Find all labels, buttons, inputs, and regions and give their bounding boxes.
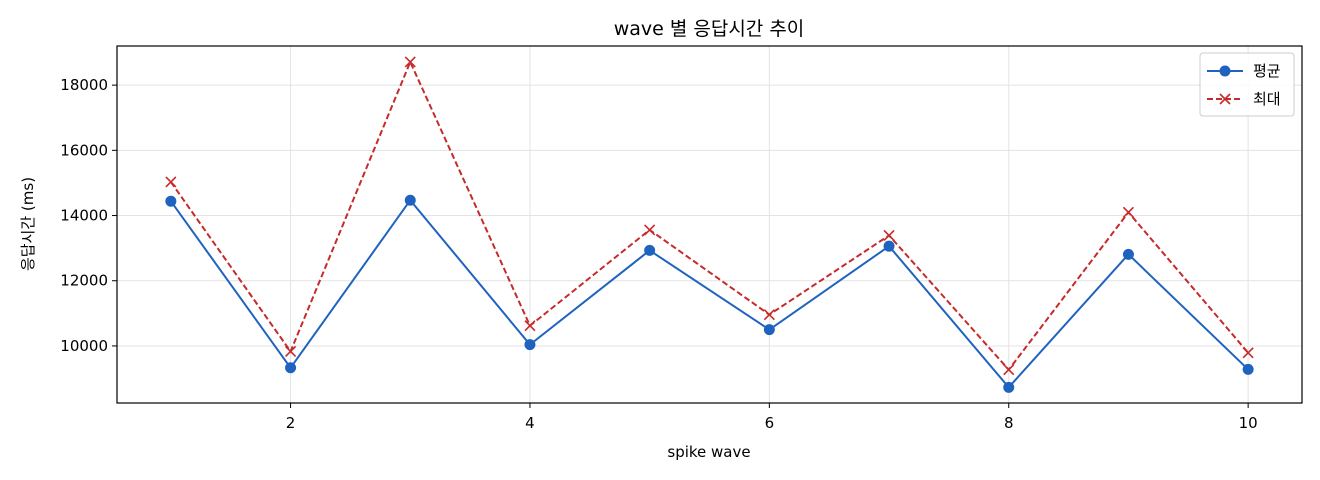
data-point: [404, 194, 416, 206]
data-point: [1003, 381, 1015, 393]
data-point: [644, 224, 656, 236]
data-point: [883, 229, 895, 241]
x-axis-label: spike wave: [667, 443, 750, 461]
data-point: [524, 339, 536, 351]
data-point: [763, 309, 775, 321]
y-tick-label: 10000: [60, 337, 108, 355]
data-point: [644, 244, 656, 256]
y-axis-label: 응답시간 (ms): [19, 177, 37, 271]
y-tick-label: 18000: [60, 76, 108, 94]
data-point: [404, 56, 416, 68]
legend-label: 최대: [1253, 90, 1281, 108]
chart-title: wave 별 응답시간 추이: [614, 18, 805, 40]
x-tick-label: 4: [525, 414, 535, 432]
data-point: [165, 176, 177, 188]
data-point: [883, 240, 895, 252]
data-point: [285, 362, 297, 374]
data-point: [284, 345, 297, 358]
y-tick-label: 14000: [60, 207, 108, 225]
data-point: [1003, 364, 1015, 376]
x-tick-label: 6: [765, 414, 775, 432]
series-1: [165, 194, 1254, 393]
data-point: [1122, 206, 1135, 218]
series-layer: [165, 56, 1254, 393]
legend-swatch-marker: [1219, 65, 1231, 77]
data-point: [524, 320, 536, 332]
grid: [117, 46, 1302, 403]
legend-label: 평균: [1253, 62, 1281, 80]
series-line: [170, 60, 1249, 371]
data-point: [1242, 347, 1254, 359]
legend-swatch-marker: [1219, 93, 1231, 105]
data-point: [165, 195, 177, 207]
axes: 2 4 6 8 10 10000 12000 14000 16000 18000: [60, 76, 1257, 432]
series-2: [165, 56, 1254, 376]
series-line: [170, 199, 1249, 389]
plot-area-frame: [116, 45, 1303, 404]
data-point: [763, 324, 775, 336]
data-point: [1122, 248, 1134, 260]
y-tick-label: 16000: [60, 141, 108, 159]
y-tick-label: 12000: [60, 272, 108, 290]
x-tick-label: 2: [286, 414, 296, 432]
x-tick-label: 8: [1004, 414, 1014, 432]
data-point: [1242, 363, 1254, 375]
x-tick-label: 10: [1239, 414, 1258, 432]
